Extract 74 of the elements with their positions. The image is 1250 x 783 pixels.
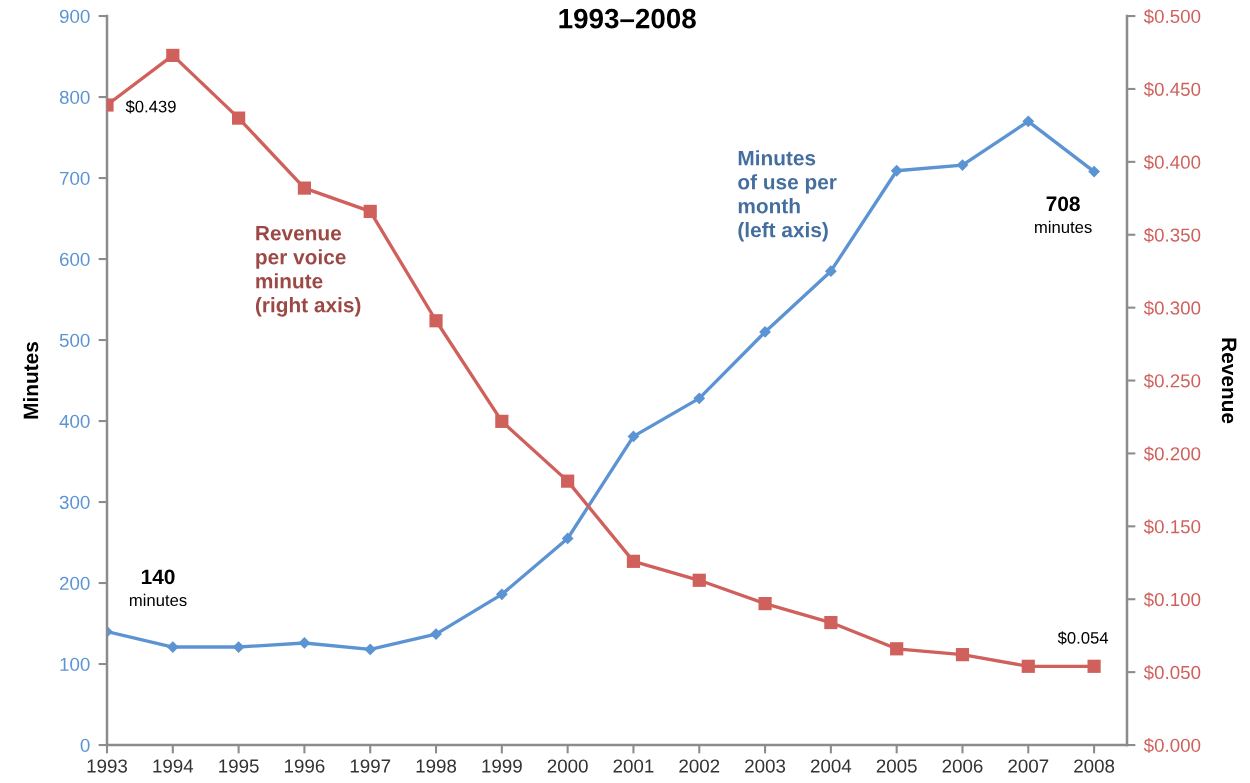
y-tick-label: 100 xyxy=(60,657,90,672)
x-tick-label: 1993 xyxy=(87,759,128,773)
point xyxy=(824,265,837,278)
x-tick-label: 1998 xyxy=(416,759,457,773)
point xyxy=(429,314,443,328)
point xyxy=(693,392,706,405)
point xyxy=(166,48,180,63)
y-tick-label: 600 xyxy=(60,252,90,267)
data-label: 140 minutes xyxy=(129,569,187,607)
point xyxy=(1022,115,1035,128)
y-tick-label: 900 xyxy=(59,9,90,24)
y-tick-label: 300 xyxy=(59,495,90,510)
chart-title: 1993–2008 xyxy=(559,8,696,29)
point xyxy=(364,643,377,656)
y2-tick-label: $0.300 xyxy=(1143,300,1201,316)
x-tick-label: 2007 xyxy=(1008,759,1049,773)
y2-tick-label: $0.100 xyxy=(1143,592,1201,608)
point xyxy=(561,474,575,488)
y2-tick-label: $0.500 xyxy=(1143,8,1201,25)
y2-tick-label: $0.200 xyxy=(1143,446,1201,462)
point xyxy=(363,204,377,219)
point xyxy=(824,615,838,630)
y2-axis-title: Revenue xyxy=(1221,338,1237,424)
y2-tick-label: $0.050 xyxy=(1143,665,1201,681)
point xyxy=(1087,659,1101,673)
point xyxy=(1021,659,1035,673)
x-tick-label: 1995 xyxy=(219,759,259,773)
x-tick-label: 1996 xyxy=(285,759,325,773)
point xyxy=(495,588,508,601)
point xyxy=(1088,165,1100,178)
x-tick-label: 2000 xyxy=(547,759,588,773)
y2-tick-label: $0.450 xyxy=(1143,81,1201,98)
point xyxy=(692,573,706,587)
x-tick-label: 2004 xyxy=(810,759,852,773)
point xyxy=(297,181,312,195)
x-tick-label: 2003 xyxy=(745,759,786,773)
x-tick-label: 1999 xyxy=(482,759,522,773)
point xyxy=(758,597,772,611)
data-label: 708 minutes xyxy=(1035,196,1092,234)
y2-tick-label: $0.400 xyxy=(1143,154,1201,170)
series-label: Revenue per voice minute (right axis) xyxy=(255,226,361,317)
data-label: $0.439 xyxy=(125,99,176,114)
y-tick-label: 400 xyxy=(59,414,90,429)
y-axis-title: Minutes xyxy=(22,342,39,419)
y2-tick-label: $0.350 xyxy=(1143,227,1201,243)
point xyxy=(955,648,970,662)
point xyxy=(495,414,509,428)
point xyxy=(298,637,311,649)
point xyxy=(759,326,771,338)
x-tick-label: 1994 xyxy=(153,759,194,773)
y-tick-label: 200 xyxy=(60,576,90,591)
y-tick-label: 700 xyxy=(60,171,90,186)
y-tick-label: 800 xyxy=(59,90,90,105)
point xyxy=(890,642,904,656)
point xyxy=(166,641,179,653)
x-tick-label: 2006 xyxy=(942,759,983,773)
x-tick-label: 1997 xyxy=(350,759,391,773)
point xyxy=(890,164,903,177)
y2-tick-label: $0.000 xyxy=(1143,737,1201,754)
data-label: $0.054 xyxy=(1057,631,1109,645)
y2-tick-label: $0.250 xyxy=(1143,373,1201,389)
x-tick-label: 2002 xyxy=(679,759,720,773)
point xyxy=(627,430,640,443)
x-tick-label: 2001 xyxy=(613,759,654,773)
point xyxy=(232,111,246,125)
x-tick-label: 2008 xyxy=(1074,759,1115,773)
series-label: Minutes of use per month (left axis) xyxy=(738,150,837,242)
y2-tick-label: $0.150 xyxy=(1143,519,1201,535)
point xyxy=(561,532,574,545)
point xyxy=(956,159,969,171)
x-tick-label: 2005 xyxy=(876,759,917,773)
y-tick-label: 0 xyxy=(80,738,90,752)
point xyxy=(626,554,641,568)
y-tick-label: 500 xyxy=(59,333,90,348)
